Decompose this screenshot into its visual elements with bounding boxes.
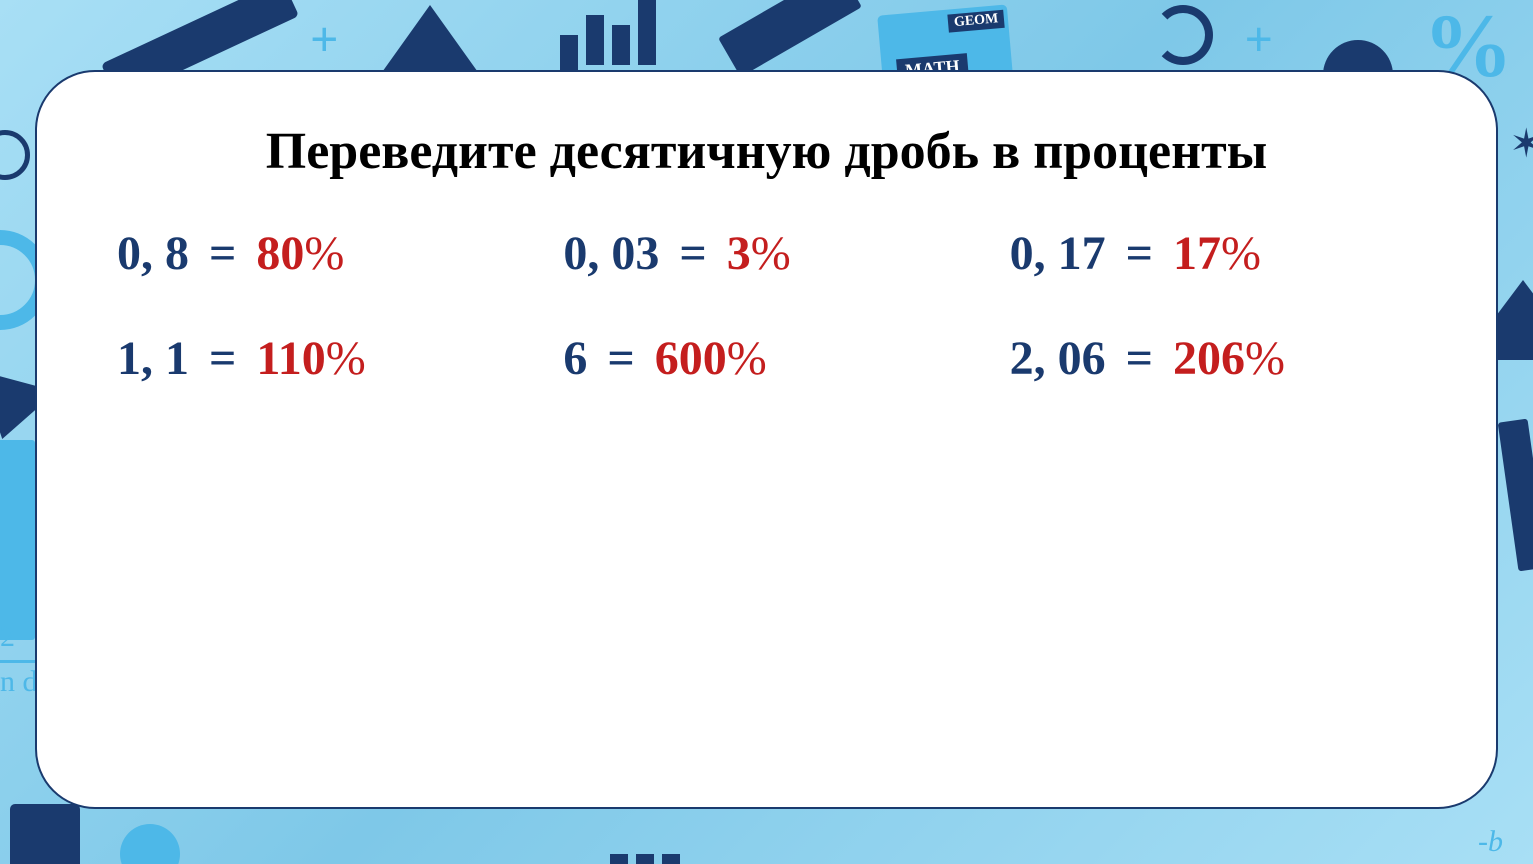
content-card: Переведите десятичную дробь в проценты 0… (35, 70, 1498, 809)
percent-value: 80% (256, 226, 344, 281)
equation-row: 0, 03 = 3% (563, 226, 969, 281)
bg-pen-icon (1498, 419, 1533, 572)
equals-sign: = (679, 226, 706, 281)
equation-row: 0, 8 = 80% (117, 226, 523, 281)
page-title: Переведите десятичную дробь в проценты (107, 122, 1426, 181)
bg-ruler-icon (0, 440, 35, 640)
decimal-value: 0, 17 (1010, 226, 1106, 281)
equation-row: 6 = 600% (563, 331, 969, 386)
bg-fraction-numerator: 2 (0, 620, 15, 654)
bg-triangle-icon (380, 5, 480, 75)
equals-sign: = (209, 226, 236, 281)
equals-sign: = (1126, 226, 1153, 281)
percent-value: 110% (256, 331, 365, 386)
percent-value: 17% (1173, 226, 1261, 281)
bg-circle-icon (120, 824, 180, 864)
percent-value: 3% (727, 226, 791, 281)
bg-fraction-denominator: n d (0, 665, 38, 699)
bg-spiral-icon (1153, 5, 1213, 65)
bg-book-label-geom: GEOM (947, 10, 1005, 33)
bg-bars-icon (560, 834, 680, 864)
decimal-value: 1, 1 (117, 331, 189, 386)
equations-grid: 0, 8 = 80% 0, 03 = 3% 0, 17 = 17% 1, 1 =… (107, 226, 1426, 386)
percent-value: 600% (655, 331, 767, 386)
bg-plus-icon: + (310, 10, 339, 68)
equals-sign: = (1126, 331, 1153, 386)
bg-plus-icon: + (1245, 10, 1274, 68)
equals-sign: = (607, 331, 634, 386)
bg-bars-icon (560, 0, 680, 70)
equation-row: 1, 1 = 110% (117, 331, 523, 386)
bg-formula-text: -b (1478, 825, 1503, 859)
bg-clock-icon (0, 130, 30, 180)
equation-row: 0, 17 = 17% (1010, 226, 1416, 281)
percent-value: 206% (1173, 331, 1285, 386)
bg-calculator-icon (10, 804, 80, 864)
decimal-value: 0, 8 (117, 226, 189, 281)
decimal-value: 2, 06 (1010, 331, 1106, 386)
equals-sign: = (209, 331, 236, 386)
bg-ruler-icon (718, 0, 862, 77)
equation-row: 2, 06 = 206% (1010, 331, 1416, 386)
decimal-value: 0, 03 (563, 226, 659, 281)
bg-star-icon: ✶ (1509, 120, 1533, 167)
decimal-value: 6 (563, 331, 587, 386)
